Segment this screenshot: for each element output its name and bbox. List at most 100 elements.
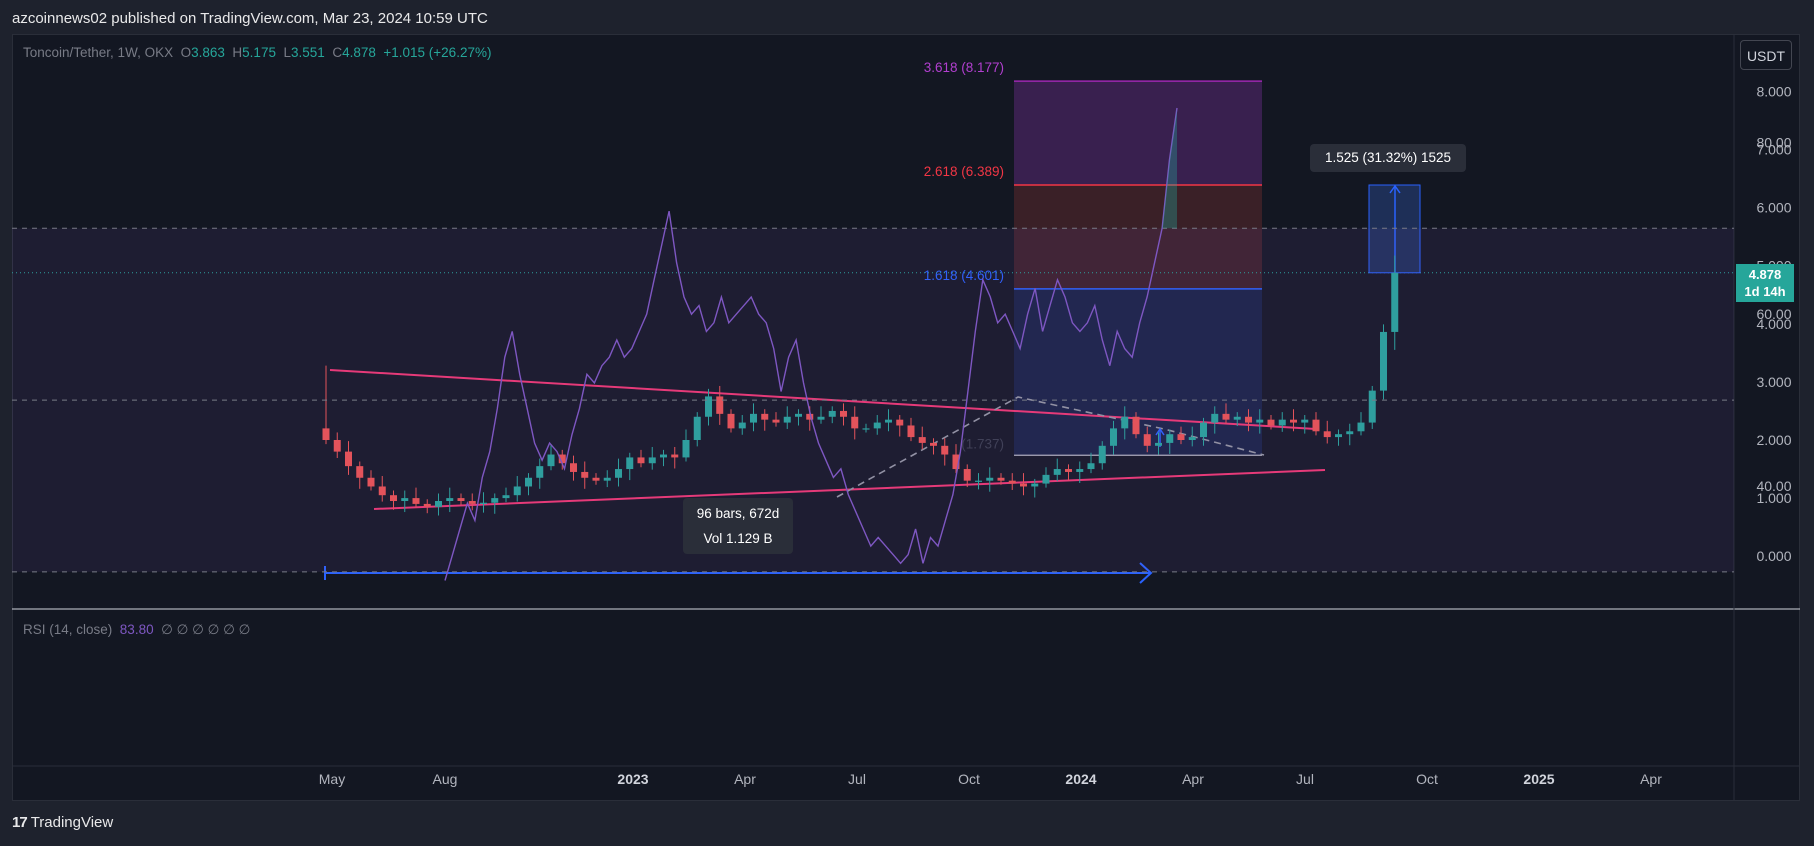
candle-body	[817, 416, 825, 420]
time-axis-tick: Aug	[433, 771, 458, 787]
chart-canvas[interactable]: 0.0001.0002.0003.0004.0005.0006.0007.000…	[12, 34, 1800, 801]
candle-body	[435, 501, 442, 507]
candle-body	[682, 440, 690, 458]
time-axis-tick: 2024	[1065, 771, 1096, 787]
candle-body	[1200, 422, 1207, 438]
symbol-legend: Toncoin/Tether, 1W, OKX O3.863 H5.175 L3…	[23, 45, 491, 60]
time-axis-tick: Oct	[958, 771, 980, 787]
candle-body	[1042, 474, 1050, 484]
candle-body	[581, 471, 589, 478]
candle-body	[738, 422, 746, 429]
price-axis-tick: 7.000	[1756, 142, 1791, 158]
candle-body	[423, 503, 431, 507]
fib-label-hidden: (1.737)	[961, 436, 1004, 451]
low-label: L	[283, 45, 291, 60]
candle-body	[345, 451, 352, 467]
candle-body	[783, 416, 791, 423]
candle-body	[851, 416, 859, 429]
candle-body	[322, 428, 330, 440]
candle-body	[1301, 419, 1309, 423]
candle-body	[1278, 419, 1286, 426]
candle-body	[491, 498, 499, 503]
candle-body	[750, 413, 757, 423]
candle-body	[1368, 390, 1376, 423]
candle-body	[975, 480, 982, 482]
currency-button[interactable]: USDT	[1740, 40, 1792, 70]
date-range-bars: 96 bars, 672d	[696, 506, 780, 521]
rsi-axis-tick: 40.00	[1756, 478, 1791, 494]
open-value: 3.863	[191, 45, 225, 60]
fib-label-1618: 1.618 (4.601)	[924, 268, 1004, 283]
time-axis-tick: Apr	[734, 771, 756, 787]
rsi-label[interactable]: RSI (14, close)	[23, 622, 113, 637]
candle-body	[1098, 445, 1106, 464]
candle-body	[525, 477, 532, 487]
date-range-volume: Vol 1.129 B	[703, 531, 773, 546]
candle-body	[1211, 413, 1219, 423]
symbol-name[interactable]: Toncoin/Tether, 1W, OKX	[23, 45, 174, 60]
candle-body	[761, 413, 769, 420]
candle-body	[446, 498, 454, 502]
candle-body	[648, 457, 656, 464]
fib-label-3618: 3.618 (8.177)	[924, 60, 1004, 75]
rsi-legend: RSI (14, close) 83.80 ∅ ∅ ∅ ∅ ∅ ∅	[23, 622, 250, 638]
low-value: 3.551	[291, 45, 325, 60]
price-axis-tick: 1.000	[1756, 490, 1791, 506]
tradingview-logo-icon: 17	[12, 814, 28, 831]
candle-body	[603, 477, 611, 481]
candle-body	[1166, 434, 1174, 443]
last-price-tag: 4.878 1d 14h	[1736, 264, 1794, 302]
candle-body	[536, 466, 544, 478]
rsi-line	[444, 107, 1178, 581]
last-price-value: 4.878	[1748, 267, 1782, 282]
projection-dashed-line	[836, 396, 1265, 498]
rsi-axis-tick: 60.00	[1756, 306, 1791, 322]
open-label: O	[180, 45, 192, 60]
tradingview-logo[interactable]: 17 TradingView	[12, 814, 113, 831]
price-axis-tick: 3.000	[1756, 374, 1791, 390]
time-axis-tick: Jul	[848, 771, 866, 787]
close-value: 4.878	[342, 45, 376, 60]
candle-body	[547, 454, 555, 467]
candle-body	[1256, 419, 1264, 423]
candle-body	[716, 396, 724, 414]
price-axis-tick: 2.000	[1756, 432, 1791, 448]
candle-body	[615, 469, 622, 478]
candle-body	[1267, 419, 1275, 426]
candle-body	[1357, 422, 1365, 432]
candle-body	[468, 501, 476, 504]
candle-body	[952, 454, 960, 470]
top-bar: azcoinnews02 published on TradingView.co…	[0, 0, 1814, 34]
candle-body	[705, 396, 712, 417]
price-range-arrow-head	[1389, 184, 1401, 194]
rsi-overbought-fill	[1162, 108, 1177, 229]
candle-body	[1335, 434, 1342, 438]
fib-zone-2618	[1014, 184, 1262, 289]
rsi-extras: ∅ ∅ ∅ ∅ ∅ ∅	[161, 622, 251, 637]
candle-body	[986, 477, 994, 481]
candle-body	[896, 419, 904, 426]
candle-body	[1155, 442, 1162, 446]
bar-countdown: 1d 14h	[1744, 284, 1786, 299]
price-axis-tick: 8.000	[1756, 83, 1791, 99]
time-axis-tick: Oct	[1416, 771, 1438, 787]
candle-body	[873, 422, 881, 429]
candle-body	[401, 498, 409, 502]
time-axis-tick: 2025	[1523, 771, 1554, 787]
candle-body	[1233, 416, 1241, 420]
candle-body	[1076, 469, 1084, 472]
candle-body	[1346, 431, 1354, 435]
candle-body	[626, 457, 634, 470]
candle-body	[1087, 463, 1095, 470]
time-axis-tick: Apr	[1640, 771, 1662, 787]
candle-body	[333, 440, 341, 452]
time-axis-tick: Jul	[1296, 771, 1314, 787]
candle-body	[1177, 434, 1185, 440]
candle-body	[412, 498, 420, 504]
candle-body	[637, 457, 645, 464]
tradingview-brand: TradingView	[30, 814, 114, 831]
candle-body	[367, 477, 375, 487]
candle-body	[963, 469, 971, 481]
candle-body	[693, 416, 701, 440]
candle-body	[1323, 431, 1331, 438]
